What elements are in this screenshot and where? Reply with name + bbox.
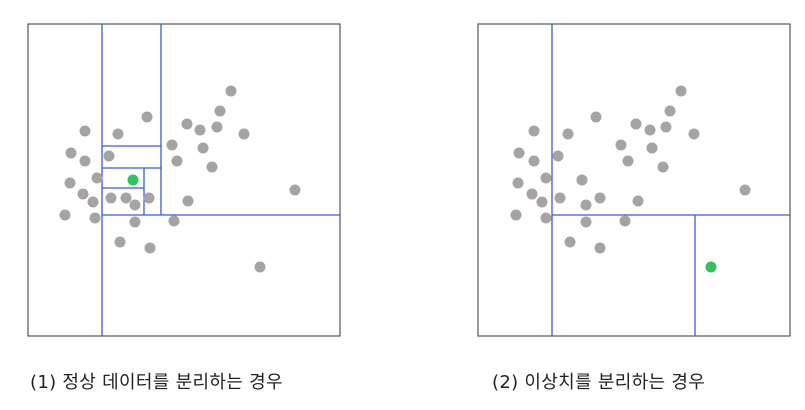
data-point bbox=[120, 192, 132, 204]
data-point bbox=[554, 192, 566, 204]
data-point bbox=[632, 195, 644, 207]
data-point bbox=[225, 85, 237, 97]
data-point bbox=[182, 195, 194, 207]
data-point bbox=[510, 209, 522, 221]
data-point bbox=[59, 209, 71, 221]
data-point bbox=[619, 215, 631, 227]
data-point bbox=[181, 118, 193, 130]
data-point bbox=[630, 118, 642, 130]
data-point bbox=[622, 155, 634, 167]
data-points bbox=[59, 85, 301, 273]
data-point bbox=[105, 192, 117, 204]
data-point bbox=[646, 142, 658, 154]
data-point bbox=[564, 236, 576, 248]
data-point bbox=[141, 111, 153, 123]
data-point bbox=[206, 161, 218, 173]
data-point bbox=[87, 196, 99, 208]
data-point bbox=[289, 184, 301, 196]
data-point bbox=[576, 174, 588, 186]
data-point bbox=[166, 139, 178, 151]
data-point bbox=[143, 192, 155, 204]
data-point bbox=[65, 147, 77, 159]
data-point bbox=[144, 242, 156, 254]
caption-anomaly-isolation: (2) 이상치를 분리하는 경우 bbox=[492, 372, 706, 393]
panel-anomaly-isolation bbox=[477, 23, 791, 337]
data-point bbox=[112, 128, 124, 140]
data-point bbox=[526, 188, 538, 200]
data-point bbox=[168, 215, 180, 227]
data-point bbox=[254, 261, 266, 273]
data-point bbox=[615, 139, 627, 151]
target-point bbox=[127, 174, 139, 186]
data-point bbox=[194, 124, 206, 136]
data-point bbox=[512, 177, 524, 189]
data-point bbox=[594, 192, 606, 204]
data-point bbox=[540, 212, 552, 224]
panel-normal-isolation bbox=[27, 23, 341, 337]
data-point bbox=[513, 147, 525, 159]
data-point bbox=[580, 199, 592, 211]
data-point bbox=[657, 161, 669, 173]
panel-border bbox=[477, 23, 791, 337]
data-point bbox=[562, 128, 574, 140]
data-point bbox=[660, 121, 672, 133]
data-point bbox=[675, 85, 687, 97]
panel-border bbox=[27, 23, 341, 337]
data-point bbox=[171, 155, 183, 167]
data-point bbox=[91, 172, 103, 184]
target-point bbox=[705, 261, 717, 273]
data-point bbox=[214, 105, 226, 117]
data-point bbox=[64, 177, 76, 189]
data-point bbox=[129, 199, 141, 211]
data-point bbox=[739, 184, 751, 196]
data-point bbox=[580, 216, 592, 228]
data-point bbox=[197, 142, 209, 154]
data-point bbox=[536, 196, 548, 208]
data-point bbox=[89, 212, 101, 224]
data-point bbox=[590, 111, 602, 123]
partition-lines bbox=[551, 24, 790, 336]
data-point bbox=[79, 155, 91, 167]
data-point bbox=[129, 216, 141, 228]
data-point bbox=[664, 105, 676, 117]
data-point bbox=[528, 155, 540, 167]
data-point bbox=[238, 128, 250, 140]
data-points bbox=[510, 85, 751, 273]
data-point bbox=[540, 172, 552, 184]
data-point bbox=[103, 150, 115, 162]
data-point bbox=[552, 150, 564, 162]
data-point bbox=[688, 128, 700, 140]
data-point bbox=[644, 124, 656, 136]
data-point bbox=[528, 125, 540, 137]
data-point bbox=[211, 121, 223, 133]
data-point bbox=[79, 125, 91, 137]
caption-normal-isolation: (1) 정상 데이터를 분리하는 경우 bbox=[30, 372, 283, 393]
data-point bbox=[114, 236, 126, 248]
data-point bbox=[77, 188, 89, 200]
data-point bbox=[594, 242, 606, 254]
